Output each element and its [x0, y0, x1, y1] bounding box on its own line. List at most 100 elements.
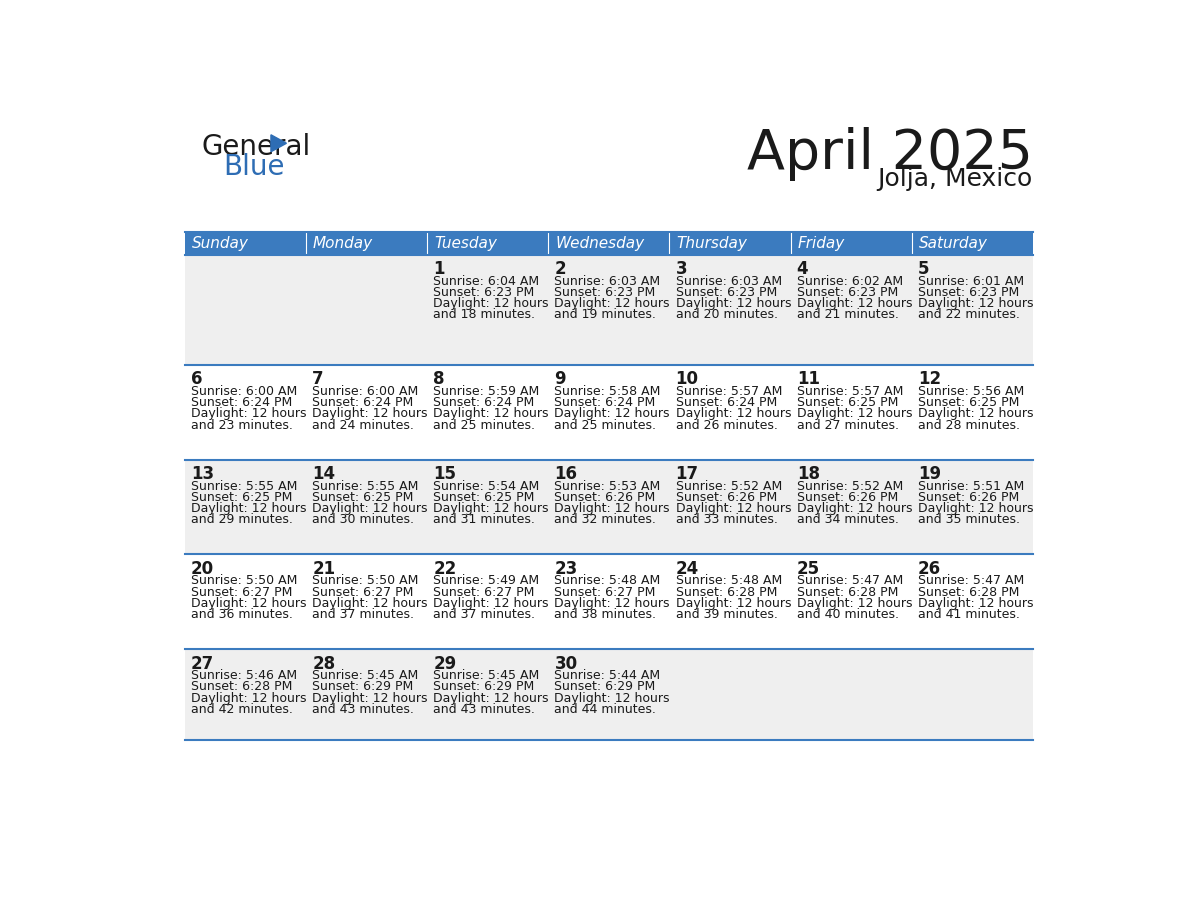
Text: and 27 minutes.: and 27 minutes.	[797, 419, 899, 431]
Text: and 22 minutes.: and 22 minutes.	[918, 308, 1019, 321]
Text: 30: 30	[555, 655, 577, 673]
Text: Sunrise: 5:59 AM: Sunrise: 5:59 AM	[434, 385, 539, 398]
Text: Sunrise: 5:47 AM: Sunrise: 5:47 AM	[918, 575, 1024, 588]
Text: 21: 21	[312, 560, 335, 577]
Text: Sunset: 6:26 PM: Sunset: 6:26 PM	[797, 491, 898, 504]
Bar	[911, 554, 1032, 649]
Text: Sunrise: 5:47 AM: Sunrise: 5:47 AM	[797, 575, 903, 588]
Text: Sunset: 6:24 PM: Sunset: 6:24 PM	[191, 397, 292, 409]
Bar	[307, 649, 428, 740]
Text: Sunrise: 5:55 AM: Sunrise: 5:55 AM	[312, 480, 418, 493]
Text: 17: 17	[676, 465, 699, 483]
Text: Sunrise: 5:52 AM: Sunrise: 5:52 AM	[676, 480, 782, 493]
Text: 27: 27	[191, 655, 214, 673]
Text: 29: 29	[434, 655, 456, 673]
Bar	[185, 232, 307, 255]
Text: Daylight: 12 hours: Daylight: 12 hours	[918, 297, 1034, 310]
Text: Sunrise: 6:03 AM: Sunrise: 6:03 AM	[555, 274, 661, 288]
Bar	[669, 649, 790, 740]
Text: Sunset: 6:29 PM: Sunset: 6:29 PM	[434, 680, 535, 693]
Text: and 24 minutes.: and 24 minutes.	[312, 419, 415, 431]
Text: 18: 18	[797, 465, 820, 483]
Bar	[911, 232, 1032, 255]
Bar	[307, 232, 428, 255]
Text: 13: 13	[191, 465, 214, 483]
Text: Friday: Friday	[797, 236, 845, 251]
Text: Sunset: 6:28 PM: Sunset: 6:28 PM	[918, 586, 1019, 599]
Text: and 28 minutes.: and 28 minutes.	[918, 419, 1019, 431]
Text: and 33 minutes.: and 33 minutes.	[676, 513, 777, 526]
Text: 26: 26	[918, 560, 941, 577]
Text: Sunrise: 5:57 AM: Sunrise: 5:57 AM	[797, 385, 903, 398]
Text: Daylight: 12 hours: Daylight: 12 hours	[918, 502, 1034, 515]
Text: and 35 minutes.: and 35 minutes.	[918, 513, 1019, 526]
Text: and 43 minutes.: and 43 minutes.	[312, 702, 415, 716]
Text: 2: 2	[555, 261, 567, 278]
Text: Sunset: 6:26 PM: Sunset: 6:26 PM	[676, 491, 777, 504]
Text: and 26 minutes.: and 26 minutes.	[676, 419, 777, 431]
Text: 5: 5	[918, 261, 929, 278]
Text: Daylight: 12 hours: Daylight: 12 hours	[918, 408, 1034, 420]
Text: Daylight: 12 hours: Daylight: 12 hours	[555, 502, 670, 515]
Text: and 41 minutes.: and 41 minutes.	[918, 608, 1019, 621]
Text: Daylight: 12 hours: Daylight: 12 hours	[434, 691, 549, 704]
Bar	[307, 365, 428, 460]
Bar	[549, 365, 669, 460]
Text: Sunset: 6:25 PM: Sunset: 6:25 PM	[797, 397, 898, 409]
Text: Sunset: 6:26 PM: Sunset: 6:26 PM	[555, 491, 656, 504]
Text: Sunday: Sunday	[192, 236, 248, 251]
Text: Sunrise: 5:56 AM: Sunrise: 5:56 AM	[918, 385, 1024, 398]
Text: Sunrise: 6:00 AM: Sunrise: 6:00 AM	[312, 385, 418, 398]
Text: Daylight: 12 hours: Daylight: 12 hours	[312, 691, 428, 704]
Bar	[428, 255, 549, 365]
Text: Sunrise: 5:50 AM: Sunrise: 5:50 AM	[191, 575, 297, 588]
Bar	[790, 460, 911, 554]
Text: Daylight: 12 hours: Daylight: 12 hours	[555, 597, 670, 610]
Text: 20: 20	[191, 560, 214, 577]
Text: Daylight: 12 hours: Daylight: 12 hours	[555, 691, 670, 704]
Bar	[549, 232, 669, 255]
Bar	[185, 460, 307, 554]
Bar	[669, 255, 790, 365]
Text: 1: 1	[434, 261, 444, 278]
Text: and 44 minutes.: and 44 minutes.	[555, 702, 656, 716]
Text: Sunrise: 5:48 AM: Sunrise: 5:48 AM	[555, 575, 661, 588]
Text: Sunrise: 5:45 AM: Sunrise: 5:45 AM	[434, 669, 539, 682]
Bar	[669, 554, 790, 649]
Text: Sunset: 6:25 PM: Sunset: 6:25 PM	[918, 397, 1019, 409]
Text: Sunset: 6:24 PM: Sunset: 6:24 PM	[676, 397, 777, 409]
Text: Sunrise: 5:45 AM: Sunrise: 5:45 AM	[312, 669, 418, 682]
Text: Sunrise: 5:58 AM: Sunrise: 5:58 AM	[555, 385, 661, 398]
Text: Sunrise: 5:46 AM: Sunrise: 5:46 AM	[191, 669, 297, 682]
Text: Daylight: 12 hours: Daylight: 12 hours	[918, 597, 1034, 610]
Text: and 40 minutes.: and 40 minutes.	[797, 608, 899, 621]
Text: Jolja, Mexico: Jolja, Mexico	[878, 167, 1032, 191]
Text: and 20 minutes.: and 20 minutes.	[676, 308, 778, 321]
Text: and 25 minutes.: and 25 minutes.	[555, 419, 657, 431]
Text: Daylight: 12 hours: Daylight: 12 hours	[797, 297, 912, 310]
Text: Sunset: 6:23 PM: Sunset: 6:23 PM	[434, 286, 535, 299]
Bar	[549, 255, 669, 365]
Text: Daylight: 12 hours: Daylight: 12 hours	[797, 597, 912, 610]
Text: Sunset: 6:28 PM: Sunset: 6:28 PM	[191, 680, 292, 693]
Bar	[790, 232, 911, 255]
Text: 4: 4	[797, 261, 808, 278]
Text: 10: 10	[676, 371, 699, 388]
Text: Sunrise: 5:57 AM: Sunrise: 5:57 AM	[676, 385, 782, 398]
Text: 3: 3	[676, 261, 687, 278]
Text: Daylight: 12 hours: Daylight: 12 hours	[434, 408, 549, 420]
Text: Sunset: 6:29 PM: Sunset: 6:29 PM	[312, 680, 413, 693]
Text: April 2025: April 2025	[747, 127, 1032, 181]
Text: and 23 minutes.: and 23 minutes.	[191, 419, 293, 431]
Text: Daylight: 12 hours: Daylight: 12 hours	[676, 502, 791, 515]
Text: Daylight: 12 hours: Daylight: 12 hours	[797, 502, 912, 515]
Bar	[428, 554, 549, 649]
Text: Daylight: 12 hours: Daylight: 12 hours	[312, 597, 428, 610]
Bar	[911, 460, 1032, 554]
Text: 23: 23	[555, 560, 577, 577]
Text: and 29 minutes.: and 29 minutes.	[191, 513, 293, 526]
Bar	[669, 460, 790, 554]
Text: Daylight: 12 hours: Daylight: 12 hours	[312, 408, 428, 420]
Text: Sunset: 6:25 PM: Sunset: 6:25 PM	[312, 491, 413, 504]
Bar	[428, 649, 549, 740]
